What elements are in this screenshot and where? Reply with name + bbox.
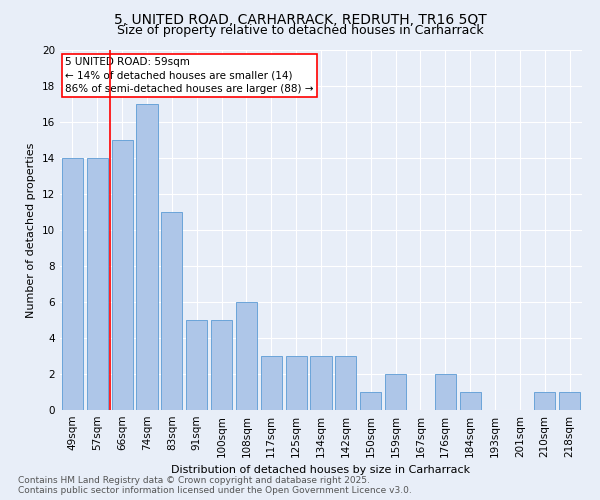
Bar	[186, 320, 207, 410]
Bar	[136, 104, 158, 410]
Bar	[335, 356, 356, 410]
Bar	[62, 158, 83, 410]
Bar	[435, 374, 456, 410]
X-axis label: Distribution of detached houses by size in Carharrack: Distribution of detached houses by size …	[172, 466, 470, 475]
Y-axis label: Number of detached properties: Number of detached properties	[26, 142, 37, 318]
Bar	[534, 392, 555, 410]
Bar	[559, 392, 580, 410]
Bar	[112, 140, 133, 410]
Bar	[360, 392, 381, 410]
Bar	[310, 356, 332, 410]
Bar	[161, 212, 182, 410]
Text: Contains HM Land Registry data © Crown copyright and database right 2025.
Contai: Contains HM Land Registry data © Crown c…	[18, 476, 412, 495]
Text: Size of property relative to detached houses in Carharrack: Size of property relative to detached ho…	[116, 24, 484, 37]
Bar	[460, 392, 481, 410]
Bar	[385, 374, 406, 410]
Bar	[87, 158, 108, 410]
Bar	[236, 302, 257, 410]
Bar	[286, 356, 307, 410]
Bar	[261, 356, 282, 410]
Bar	[211, 320, 232, 410]
Text: 5 UNITED ROAD: 59sqm
← 14% of detached houses are smaller (14)
86% of semi-detac: 5 UNITED ROAD: 59sqm ← 14% of detached h…	[65, 57, 314, 94]
Text: 5, UNITED ROAD, CARHARRACK, REDRUTH, TR16 5QT: 5, UNITED ROAD, CARHARRACK, REDRUTH, TR1…	[113, 12, 487, 26]
